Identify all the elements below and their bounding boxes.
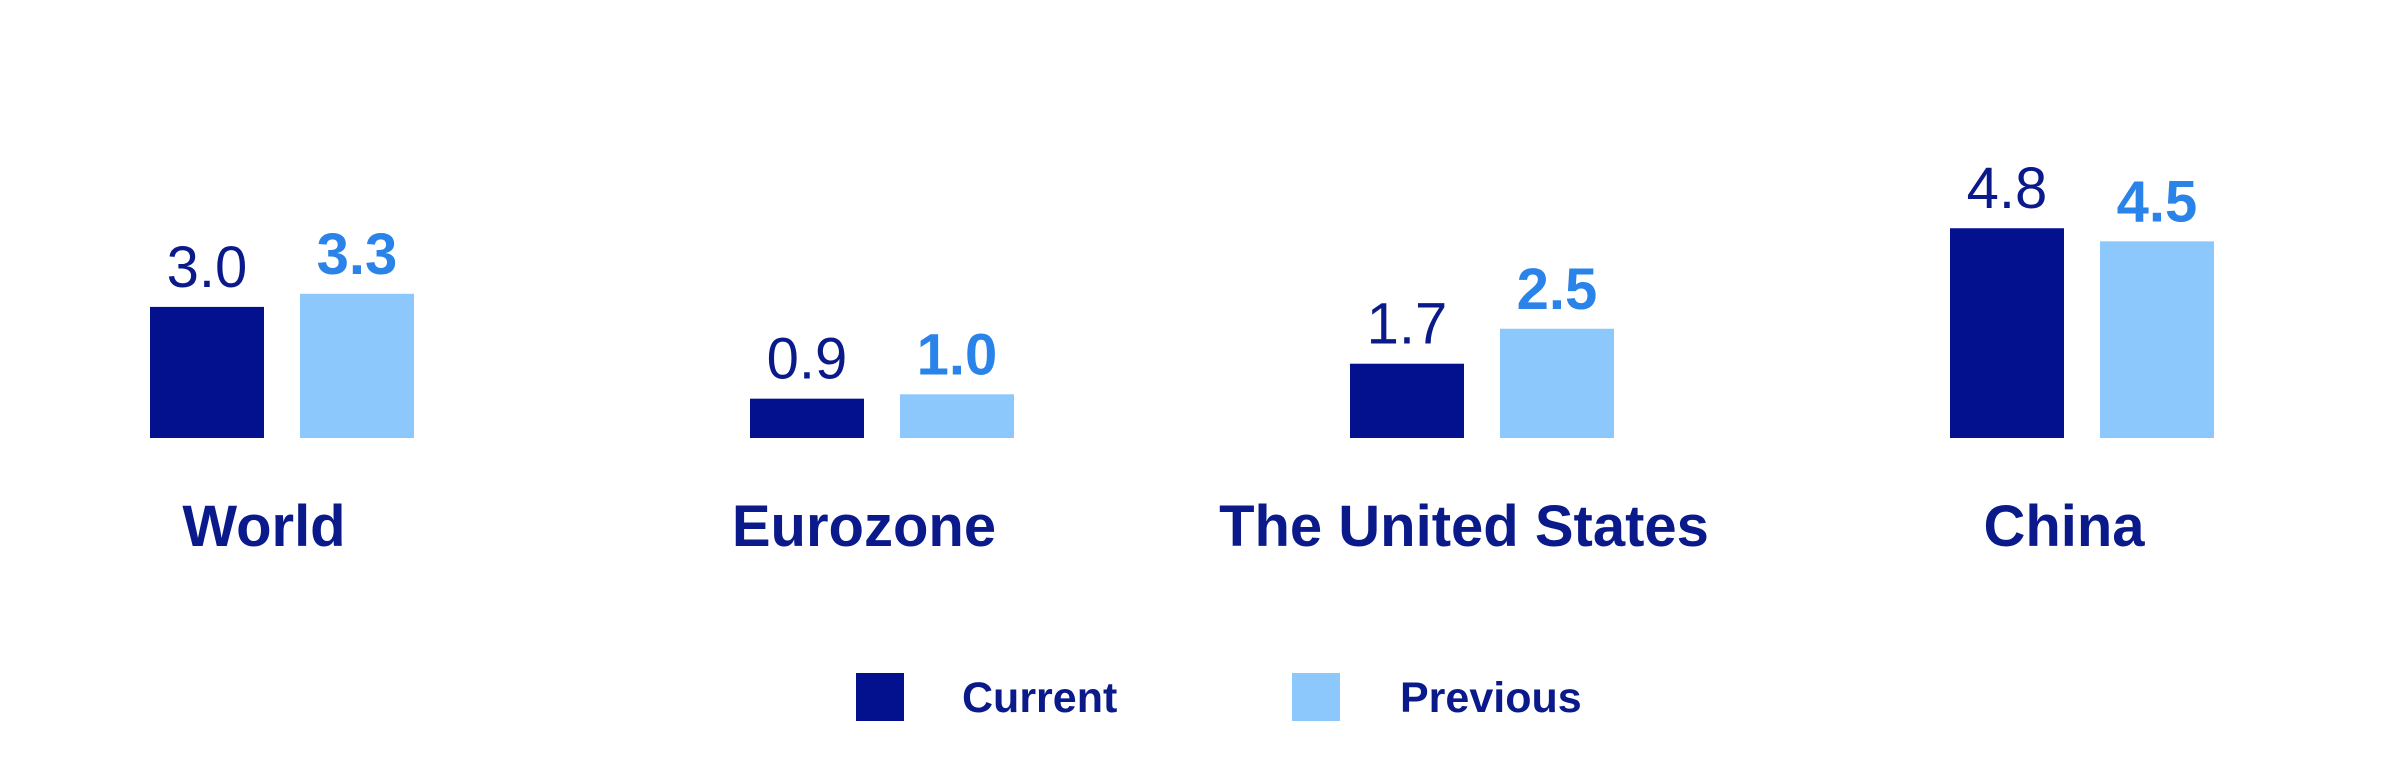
bar-current-0 — [150, 306, 264, 438]
value-label-previous-0: 3.3 — [317, 222, 398, 287]
category-labels-layer: World Eurozone The United States China — [182, 494, 2145, 559]
category-label-1: Eurozone — [732, 494, 996, 559]
category-label-0: World — [182, 494, 345, 559]
value-label-previous-1: 1.0 — [917, 322, 998, 387]
bar-previous-3 — [2100, 241, 2214, 438]
legend-swatch-current — [856, 673, 904, 721]
legend: Current Previous — [856, 673, 1582, 722]
bars-layer — [150, 228, 2214, 438]
value-label-current-2: 1.7 — [1367, 292, 1448, 357]
bar-previous-0 — [300, 293, 414, 438]
bar-previous-2 — [1500, 328, 1614, 438]
value-label-current-3: 4.8 — [1967, 156, 2048, 221]
bar-current-3 — [1950, 228, 2064, 438]
value-label-current-0: 3.0 — [167, 235, 248, 300]
value-label-previous-3: 4.5 — [2117, 169, 2198, 234]
category-label-2: The United States — [1219, 494, 1709, 559]
value-label-previous-2: 2.5 — [1517, 257, 1598, 322]
legend-swatch-previous — [1292, 673, 1340, 721]
legend-label-previous: Previous — [1400, 674, 1582, 722]
category-label-3: China — [1983, 494, 2145, 559]
value-labels-layer: 3.0 3.3 0.9 1.0 1.7 2.5 4.8 4.5 — [167, 156, 2198, 391]
bar-previous-1 — [900, 394, 1014, 438]
bar-current-1 — [750, 398, 864, 438]
value-label-current-1: 0.9 — [767, 327, 848, 392]
legend-label-current: Current — [962, 674, 1117, 722]
bar-current-2 — [1350, 363, 1464, 438]
